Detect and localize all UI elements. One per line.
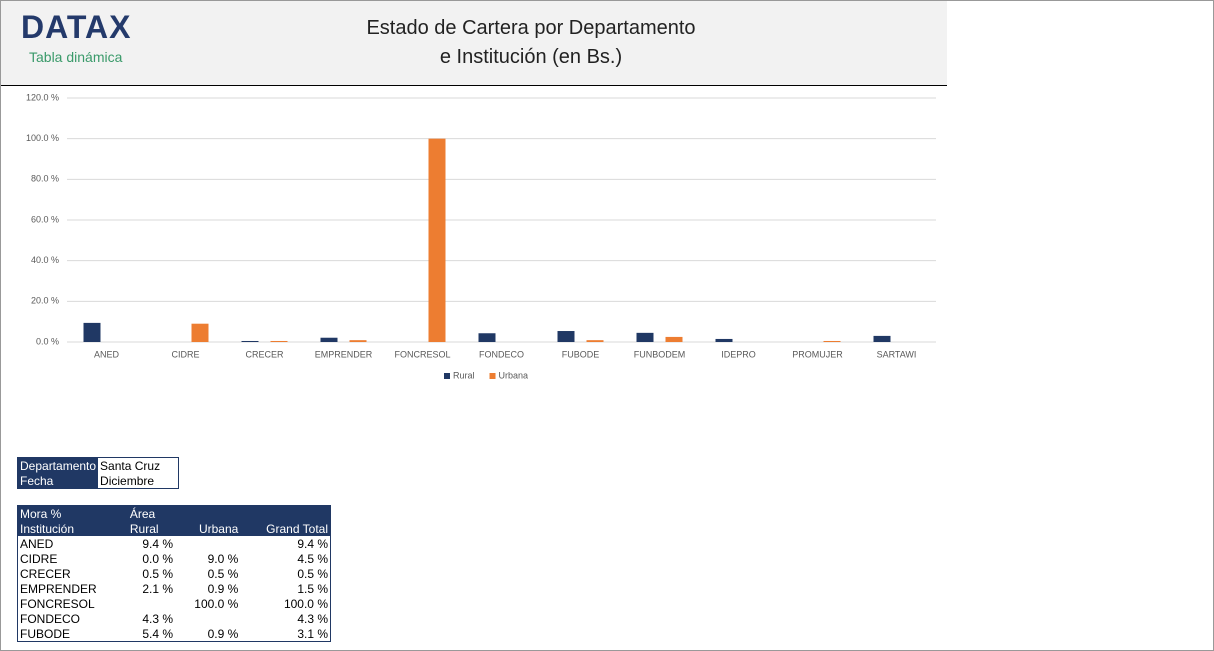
x-tick-label: PROMUJER [792,349,843,359]
cell: CIDRE [20,551,58,566]
cell: 0.5 % [297,566,328,581]
corner-label: Mora % [17,505,128,521]
cell: 0.0 % [142,551,173,566]
bar [191,323,209,342]
bar [557,331,575,342]
pivot-table: Mora % Área Institución Rural Urbana Grand To… [17,505,331,642]
bar [83,322,101,342]
legend-swatch [489,373,496,379]
bar [665,336,683,342]
header: DATAX Tabla dinámica Estado de Cartera p… [1,1,947,86]
bar [349,340,367,342]
column-header: Urbana [175,521,241,536]
cell: ANED [20,536,54,551]
logo: DATAX [21,9,132,45]
bar [270,340,288,342]
cell: FONDECO [20,611,80,626]
cell: 0.5 % [207,566,239,581]
x-tick-label: SARTAWI [877,349,917,359]
cell: 0.5 % [142,566,173,581]
y-tick-label: 120.0 % [26,92,59,102]
x-tick-label: FONDECO [479,349,524,359]
cell: 100.0 % [194,596,239,611]
filter-table: Departamento Santa Cruz Fecha Diciembre [17,457,180,489]
y-tick-label: 0.0 % [36,336,59,346]
x-tick-label: FONCRESOL [394,349,450,359]
y-tick-label: 80.0 % [31,174,59,184]
bar [715,338,733,342]
cell: 4.3 % [142,611,173,626]
bar [478,333,496,342]
filter-label: Departamento [17,457,99,473]
bar [823,340,841,342]
bar [241,340,259,342]
x-tick-label: CRECER [245,349,284,359]
legend-swatch [444,373,450,379]
x-tick-label: FUBODE [562,349,600,359]
cell: 0.9 % [207,581,239,596]
bar [873,335,891,342]
cell: 4.5 % [297,551,328,566]
cell: 2.1 % [142,581,173,596]
x-tick-label: IDEPRO [721,349,756,359]
bar [586,340,604,342]
filter-value: Diciembre [100,473,155,488]
bar [428,138,446,342]
cell: FONCRESOL [20,596,95,611]
column-field: Área [127,505,331,521]
column-header: Grand Total [240,521,331,536]
cell: 1.5 % [297,581,328,596]
y-tick-label: 60.0 % [31,214,59,224]
subtitle: Tabla dinámica [29,49,123,65]
cell [128,596,175,611]
cell: 3.1 % [297,626,328,641]
cell: EMPRENDER [20,581,97,596]
column-header: Rural [127,521,175,536]
y-tick-label: 20.0 % [31,296,59,306]
x-tick-label: EMPRENDER [315,349,373,359]
cell [175,536,240,551]
title: Estado de Cartera por Departamento [366,17,696,39]
cell: 9.0 % [207,551,239,566]
cell: 0.9 % [207,626,239,641]
cell: 100.0 % [283,596,328,611]
y-tick-label: 100.0 % [26,133,59,143]
bar [636,332,654,342]
legend-label: Urbana [499,370,529,380]
bar [320,337,338,342]
filter-value: Santa Cruz [100,458,161,473]
cell: 4.3 % [297,611,328,626]
column-header: Institución [17,521,128,536]
x-tick-label: CIDRE [171,349,199,359]
cell [175,611,240,626]
cell: 9.4 % [142,536,173,551]
chart: 0.0 % 20.0 % 40.0 % 60.0 % 80.0 % 100.0 % 120.… [26,92,936,380]
cell: 9.4 % [297,536,328,551]
filter-label: Fecha [17,473,99,489]
cell: 5.4 % [142,626,173,641]
title: e Institución (en Bs.) [439,46,623,68]
x-tick-label: FUNBODEM [634,349,686,359]
y-tick-label: 40.0 % [31,255,59,265]
x-tick-label: ANED [94,349,120,359]
cell: CRECER [20,566,71,581]
legend-label: Rural [453,370,475,380]
cell: FUBODE [20,626,71,641]
